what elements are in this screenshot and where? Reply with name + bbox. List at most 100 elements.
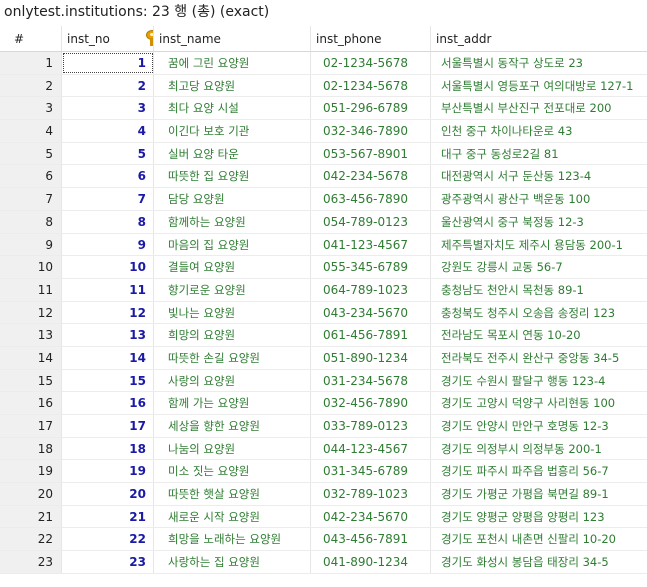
inst-no-cell[interactable]: 19 xyxy=(62,460,154,483)
inst-name-cell[interactable]: 꿈에 그린 요양원 xyxy=(154,52,311,74)
inst-name-cell[interactable]: 나눔의 요양원 xyxy=(154,437,311,460)
inst-addr-cell[interactable]: 서울특별시 동작구 상도로 23 xyxy=(441,56,583,70)
inst-phone-cell[interactable]: 02-1234-5678 xyxy=(311,52,431,74)
table-row[interactable]: 2 2 최고당 요양원 02-1234-5678 서울특별시 영등포구 여의대방로 12… xyxy=(0,74,647,98)
inst-addr-cell[interactable]: 경기도 의정부시 의정부동 200-1 xyxy=(441,441,602,456)
header-inst-name[interactable]: inst_name xyxy=(154,26,311,51)
inst-addr-cell[interactable]: 충청남도 천안시 목천동 89-1 xyxy=(441,282,584,297)
row-number-cell[interactable]: 12 xyxy=(0,301,62,324)
inst-phone-cell[interactable]: 051-890-1234 xyxy=(311,346,431,369)
inst-name-cell[interactable]: 최다 요양 시설 xyxy=(154,97,311,120)
inst-addr-cell[interactable]: 경기도 파주시 파주읍 법흥리 56-7 xyxy=(441,464,609,479)
inst-no-cell[interactable]: 7 xyxy=(62,188,154,210)
row-number-cell[interactable]: 8 xyxy=(0,210,62,233)
row-number-cell[interactable]: 4 xyxy=(0,120,62,142)
inst-name-cell[interactable]: 사랑의 요양원 xyxy=(154,369,311,392)
inst-phone-cell[interactable]: 041-123-4567 xyxy=(311,233,431,256)
inst-name-cell[interactable]: 미소 짓는 요양원 xyxy=(154,460,311,483)
table-row[interactable]: 5 5 실버 요양 타운 053-567-8901 대구 중구 동성로2길 81 xyxy=(0,142,647,166)
inst-addr-cell[interactable]: 울산광역시 중구 북정동 12-3 xyxy=(441,214,584,229)
row-number-cell[interactable]: 15 xyxy=(0,369,62,392)
table-row[interactable]: 7 7 담당 요양원 063-456-7890 광주광역시 광산구 백운동 100 xyxy=(0,188,647,211)
row-number-cell[interactable]: 3 xyxy=(0,97,62,120)
table-row[interactable]: 16 16 함께 가는 요양원 032-456-7890 경기도 고양시 덕양구 사리현… xyxy=(0,392,647,415)
inst-no-cell[interactable]: 8 xyxy=(62,210,154,233)
inst-phone-cell[interactable]: 042-234-5670 xyxy=(311,505,431,528)
table-row[interactable]: 15 15 사랑의 요양원 031-234-5678 경기도 수원시 팔달구 행동 12… xyxy=(0,369,647,393)
inst-no-cell[interactable]: 18 xyxy=(62,437,154,460)
inst-name-cell[interactable]: 사랑하는 집 요양원 xyxy=(154,551,311,573)
inst-name-cell[interactable]: 희망의 요양원 xyxy=(154,324,311,346)
inst-phone-cell[interactable]: 031-345-6789 xyxy=(311,460,431,483)
inst-addr-cell[interactable]: 서울특별시 영등포구 여의대방로 127-1 xyxy=(441,78,634,93)
inst-no-cell[interactable]: 3 xyxy=(62,97,154,120)
inst-no-cell[interactable]: 22 xyxy=(62,528,154,551)
table-row[interactable]: 11 11 향기로운 요양원 064-789-1023 충청남도 천안시 목천동 89-… xyxy=(0,278,647,302)
row-number-cell[interactable]: 20 xyxy=(0,483,62,505)
inst-addr-cell[interactable]: 전라남도 목포시 연동 10-20 xyxy=(441,328,581,343)
row-number-cell[interactable]: 23 xyxy=(0,551,62,573)
inst-phone-cell[interactable]: 032-789-1023 xyxy=(311,483,431,505)
inst-no-cell[interactable]: 21 xyxy=(62,505,154,528)
row-number-cell[interactable]: 7 xyxy=(0,188,62,210)
inst-no-cell[interactable]: 5 xyxy=(62,142,154,165)
inst-addr-cell[interactable]: 경기도 고양시 덕양구 사리현동 100 xyxy=(441,396,616,411)
table-row[interactable]: 4 4 이긴다 보호 기관 032-346-7890 인천 중구 차이나타운로 43 xyxy=(0,120,647,143)
inst-addr-cell[interactable]: 경기도 가평군 가평읍 북면길 89-1 xyxy=(441,487,609,502)
inst-no-cell[interactable]: 10 xyxy=(62,256,154,278)
inst-name-cell[interactable]: 향기로운 요양원 xyxy=(154,278,311,301)
table-row[interactable]: 9 9 마음의 집 요양원 041-123-4567 제주특별자치도 제주시 용담동 2… xyxy=(0,233,647,257)
inst-name-cell[interactable]: 빛나는 요양원 xyxy=(154,301,311,324)
row-number-cell[interactable]: 1 xyxy=(0,52,62,74)
inst-addr-cell[interactable]: 경기도 수원시 팔달구 행동 123-4 xyxy=(441,373,606,388)
table-row[interactable]: 22 22 희망을 노래하는 요양원 043-456-7891 경기도 포천시 내촌면 … xyxy=(0,528,647,552)
inst-name-cell[interactable]: 따뜻한 집 요양원 xyxy=(154,165,311,188)
table-row[interactable]: 8 8 함께하는 요양원 054-789-0123 울산광역시 중구 북정동 12-3 xyxy=(0,210,647,234)
row-number-cell[interactable]: 6 xyxy=(0,165,62,188)
table-row[interactable]: 20 20 따뜻한 햇살 요양원 032-789-1023 경기도 가평군 가평읍 북면… xyxy=(0,483,647,506)
header-inst-addr[interactable]: inst_addr xyxy=(436,32,492,46)
inst-phone-cell[interactable]: 054-789-0123 xyxy=(311,210,431,233)
inst-no-cell[interactable]: 17 xyxy=(62,415,154,437)
inst-phone-cell[interactable]: 042-234-5678 xyxy=(311,165,431,188)
row-number-cell[interactable]: 10 xyxy=(0,256,62,278)
inst-name-cell[interactable]: 담당 요양원 xyxy=(154,188,311,210)
inst-name-cell[interactable]: 따뜻한 손길 요양원 xyxy=(154,346,311,369)
inst-phone-cell[interactable]: 041-890-1234 xyxy=(311,551,431,573)
row-number-cell[interactable]: 22 xyxy=(0,528,62,551)
inst-addr-cell[interactable]: 경기도 화성시 봉담읍 태장리 34-5 xyxy=(441,555,609,570)
table-row[interactable]: 21 21 새로운 시작 요양원 042-234-5670 경기도 양평군 양평읍 양평… xyxy=(0,505,647,529)
header-inst-phone[interactable]: inst_phone xyxy=(311,26,431,51)
table-row[interactable]: 23 23 사랑하는 집 요양원 041-890-1234 경기도 화성시 봉담읍 태장… xyxy=(0,551,647,574)
table-row[interactable]: 3 3 최다 요양 시설 051-296-6789 부산특별시 부산진구 전포대로 20… xyxy=(0,97,647,121)
inst-phone-cell[interactable]: 031-234-5678 xyxy=(311,369,431,392)
table-row[interactable]: 14 14 따뜻한 손길 요양원 051-890-1234 전라북도 전주시 완산구 중… xyxy=(0,346,647,370)
inst-addr-cell[interactable]: 경기도 포천시 내촌면 신팔리 10-20 xyxy=(441,532,616,547)
header-row-number[interactable]: # xyxy=(0,26,62,51)
header-inst-no[interactable]: inst_no xyxy=(62,26,154,51)
table-row[interactable]: 6 6 따뜻한 집 요양원 042-234-5678 대전광역시 서구 둔산동 123-… xyxy=(0,165,647,189)
inst-phone-cell[interactable]: 055-345-6789 xyxy=(311,256,431,278)
table-row[interactable]: 12 12 빛나는 요양원 043-234-5670 충청북도 청주시 오송읍 송정리 … xyxy=(0,301,647,325)
row-number-cell[interactable]: 2 xyxy=(0,74,62,97)
inst-addr-cell[interactable]: 충청북도 청주시 오송읍 송정리 123 xyxy=(441,305,616,320)
inst-phone-cell[interactable]: 043-456-7891 xyxy=(311,528,431,551)
inst-phone-cell[interactable]: 043-234-5670 xyxy=(311,301,431,324)
row-number-cell[interactable]: 5 xyxy=(0,142,62,165)
table-row[interactable]: 18 18 나눔의 요양원 044-123-4567 경기도 의정부시 의정부동 200… xyxy=(0,437,647,461)
table-row[interactable]: 17 17 세상을 향한 요양원 033-789-0123 경기도 안양시 만안구 호명… xyxy=(0,415,647,438)
inst-name-cell[interactable]: 실버 요양 타운 xyxy=(154,142,311,165)
row-number-cell[interactable]: 13 xyxy=(0,324,62,346)
inst-name-cell[interactable]: 마음의 집 요양원 xyxy=(154,233,311,256)
row-number-cell[interactable]: 17 xyxy=(0,415,62,437)
inst-no-cell[interactable]: 14 xyxy=(62,346,154,369)
row-number-cell[interactable]: 11 xyxy=(0,278,62,301)
inst-name-cell[interactable]: 최고당 요양원 xyxy=(154,74,311,97)
inst-no-cell[interactable]: 4 xyxy=(62,120,154,142)
table-row[interactable]: 1 1 꿈에 그린 요양원 02-1234-5678 서울특별시 동작구 상도로 23 xyxy=(0,52,647,75)
inst-no-cell[interactable]: 13 xyxy=(62,324,154,346)
inst-name-cell[interactable]: 세상을 향한 요양원 xyxy=(154,415,311,437)
table-row[interactable]: 13 13 희망의 요양원 061-456-7891 전라남도 목포시 연동 10-20 xyxy=(0,324,647,347)
inst-no-cell[interactable]: 20 xyxy=(62,483,154,505)
inst-name-cell[interactable]: 결들여 요양원 xyxy=(154,256,311,278)
